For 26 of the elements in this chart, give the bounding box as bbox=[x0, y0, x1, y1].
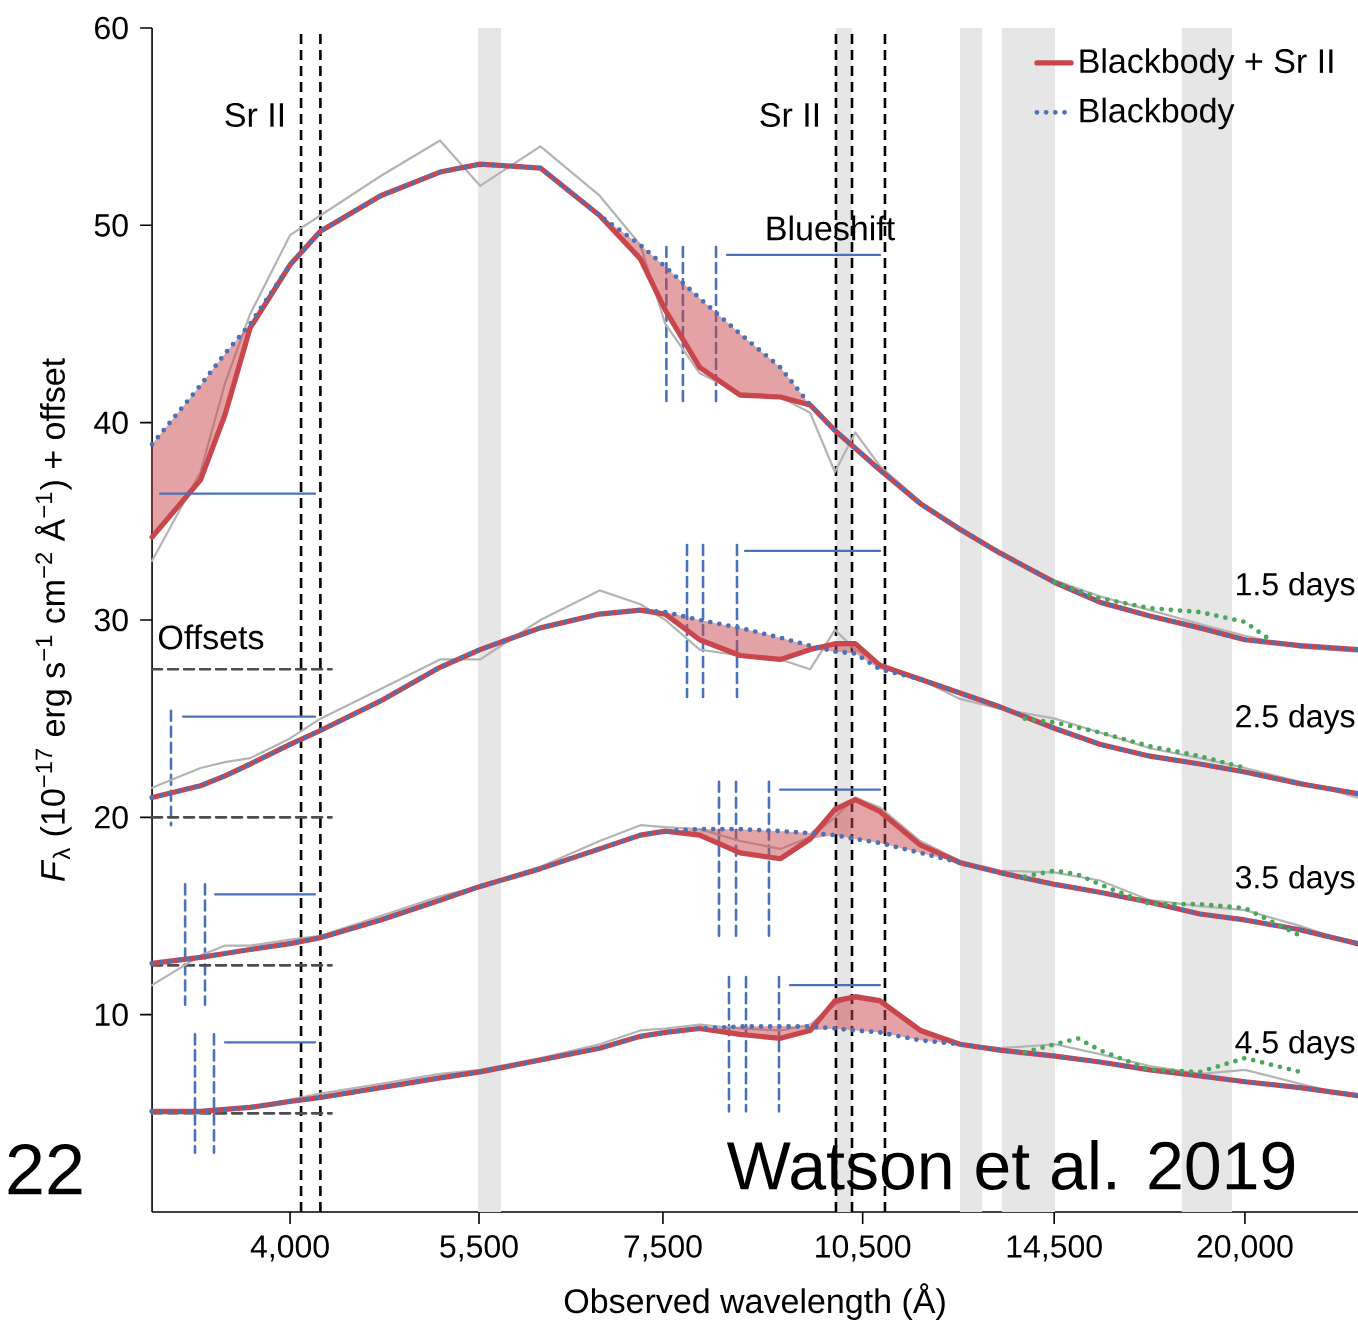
y-tick-label: 40 bbox=[94, 411, 128, 434]
y-tick-label: 50 bbox=[94, 214, 128, 237]
annotation: Watson et al. 2019 bbox=[726, 1140, 1295, 1190]
x-axis-title: Observed wavelength (Å) bbox=[564, 1283, 945, 1320]
x-tick-label: 5,500 bbox=[440, 1235, 518, 1262]
x-tick-label: 4,000 bbox=[250, 1235, 329, 1262]
text: 22 bbox=[8, 1143, 82, 1195]
x-tick-label: 20,000 bbox=[1197, 1235, 1293, 1262]
annotation: Blueshift bbox=[767, 215, 895, 241]
x-tick-label: 7,500 bbox=[624, 1235, 702, 1262]
y-tick-label: 20 bbox=[95, 806, 128, 829]
y-tick-label: 30 bbox=[94, 608, 128, 632]
y-tick-label: 60 bbox=[95, 16, 128, 40]
y-tick-label: 10 bbox=[95, 1003, 128, 1026]
annotation: 1.5 days bbox=[1237, 572, 1355, 602]
annotation: Sr II bbox=[225, 102, 284, 128]
x-tick-label: 14,500 bbox=[1007, 1235, 1102, 1262]
annotation: 3.5 days bbox=[1235, 865, 1355, 895]
x-tick-label: 10,500 bbox=[816, 1235, 911, 1262]
legend-label: Blackbody + Sr II bbox=[1080, 48, 1333, 80]
annotation: 4.5 days bbox=[1235, 1030, 1355, 1060]
text: F$_{λ}$ (10$^{−17}$ erg s$^{−1}$ cm$^{−2}$ Å$^{−1}$) + offset bbox=[34, 358, 72, 882]
annotation: Offsets bbox=[159, 624, 264, 650]
annotation: 2.5 days bbox=[1236, 704, 1355, 734]
legend-label: Blackbody bbox=[1080, 97, 1235, 130]
annotation: Sr II bbox=[760, 102, 819, 128]
